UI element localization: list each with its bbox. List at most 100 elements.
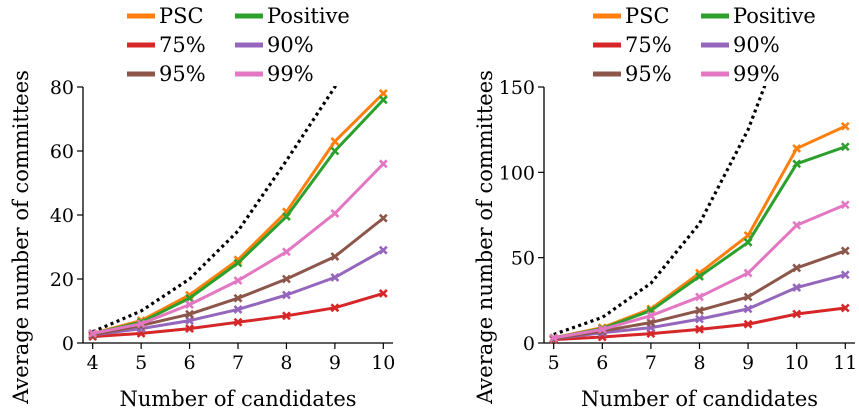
legend-label: 75%	[159, 33, 206, 57]
data-point-marker	[330, 136, 340, 146]
x-tick-label: 9	[742, 352, 754, 374]
y-tick-label: 40	[50, 205, 74, 227]
y-tick-label: 50	[511, 248, 535, 270]
y-tick-label: 100	[499, 162, 535, 184]
y-tick-label: 150	[499, 77, 535, 99]
data-point-marker	[378, 288, 388, 298]
data-point-marker	[792, 263, 802, 273]
legend-label: Positive	[267, 4, 350, 28]
plot-area	[88, 85, 388, 342]
legend: PSC Positive 75% 90% 95% 99%	[588, 0, 816, 86]
x-tick-label: 10	[371, 352, 395, 374]
data-point-marker	[743, 292, 753, 302]
x-axis-title: Number of candidates	[581, 387, 818, 411]
y-tick-label: 60	[50, 141, 74, 163]
data-point-marker	[233, 304, 243, 314]
data-point-marker	[282, 311, 291, 321]
legend-label: Positive	[733, 4, 816, 28]
legend-label: 99%	[733, 62, 780, 86]
legend-label: 75%	[625, 33, 672, 57]
legend: PSC Positive 75% 90% 95% 99%	[122, 0, 350, 86]
data-point-marker	[233, 317, 243, 327]
data-point-marker	[695, 324, 704, 334]
plot-area	[549, 85, 850, 345]
y-axis-title: Average number of committees	[473, 70, 497, 405]
x-tick-label: 10	[785, 352, 809, 374]
y-tick-label: 0	[523, 333, 535, 355]
reference-dotted-line	[92, 85, 339, 334]
y-tick-label: 20	[50, 269, 74, 291]
data-point-marker	[840, 200, 850, 210]
x-tick-label: 7	[232, 352, 244, 374]
data-point-marker	[792, 159, 802, 169]
chart-panel-2: 5 6 7 8 9 10 11 0 50 100 150 Number of candidates Av…	[473, 0, 857, 411]
data-point-marker	[743, 268, 753, 278]
data-point-marker	[695, 272, 704, 281]
x-tick-label: 5	[548, 352, 560, 374]
data-point-marker	[233, 276, 243, 286]
data-point-marker	[840, 303, 850, 313]
data-point-marker	[792, 220, 802, 230]
data-point-marker	[185, 309, 194, 319]
data-point-marker	[282, 290, 291, 300]
y-tick-label: 0	[62, 333, 74, 355]
legend-label: PSC	[625, 4, 670, 28]
data-point-marker	[695, 306, 704, 315]
data-point-marker	[840, 121, 850, 131]
legend-label: 95%	[625, 62, 672, 86]
legend-label: 95%	[159, 62, 206, 86]
data-point-marker	[330, 208, 340, 218]
legend-label: 99%	[267, 62, 314, 86]
data-point-marker	[695, 292, 704, 302]
data-point-marker	[743, 319, 753, 329]
data-point-marker	[792, 283, 802, 292]
x-tick-label: 8	[693, 352, 705, 374]
data-point-marker	[378, 213, 388, 223]
x-tick-label: 9	[329, 352, 341, 374]
data-point-marker	[378, 159, 388, 169]
data-point-marker	[330, 252, 340, 262]
data-point-marker	[233, 258, 243, 268]
legend-label: PSC	[159, 4, 204, 28]
data-point-marker	[792, 144, 802, 153]
data-point-marker	[378, 95, 388, 105]
data-point-marker	[695, 314, 704, 324]
data-point-marker	[549, 333, 559, 343]
x-tick-label: 7	[645, 352, 657, 374]
data-point-marker	[743, 237, 753, 247]
data-point-marker	[597, 324, 607, 334]
data-point-marker	[646, 318, 656, 327]
y-axis-title: Average number of committees	[9, 70, 33, 405]
data-point-marker	[330, 272, 340, 282]
data-point-marker	[646, 311, 656, 321]
x-tick-label: 8	[280, 352, 292, 374]
reference-dotted-line	[553, 85, 767, 336]
x-tick-label: 5	[135, 352, 147, 374]
legend-label: 90%	[733, 33, 780, 57]
x-axis-title: Number of candidates	[119, 387, 356, 411]
x-tick-label: 11	[833, 352, 857, 374]
series-line	[92, 217, 385, 337]
data-point-marker	[378, 245, 388, 255]
data-point-marker	[840, 246, 850, 256]
chart-panel-1: 4 5 6 7 8 9 10 0 20 40 60 80 Number of candidates Ave…	[9, 0, 395, 411]
data-point-marker	[330, 303, 340, 313]
data-point-marker	[136, 319, 146, 329]
data-point-marker	[282, 212, 291, 222]
data-point-marker	[282, 274, 291, 284]
data-point-marker	[282, 247, 291, 257]
data-point-marker	[185, 324, 194, 334]
data-point-marker	[840, 270, 850, 280]
x-tick-label: 6	[184, 352, 196, 374]
x-tick-label: 6	[596, 352, 608, 374]
data-point-marker	[792, 309, 802, 319]
y-tick-label: 80	[50, 77, 74, 99]
data-point-marker	[185, 300, 194, 310]
series-line	[553, 249, 846, 341]
legend-label: 90%	[267, 33, 314, 57]
data-point-marker	[743, 304, 753, 314]
data-point-marker	[330, 146, 340, 156]
x-tick-label: 4	[87, 352, 99, 374]
data-point-marker	[88, 328, 98, 338]
